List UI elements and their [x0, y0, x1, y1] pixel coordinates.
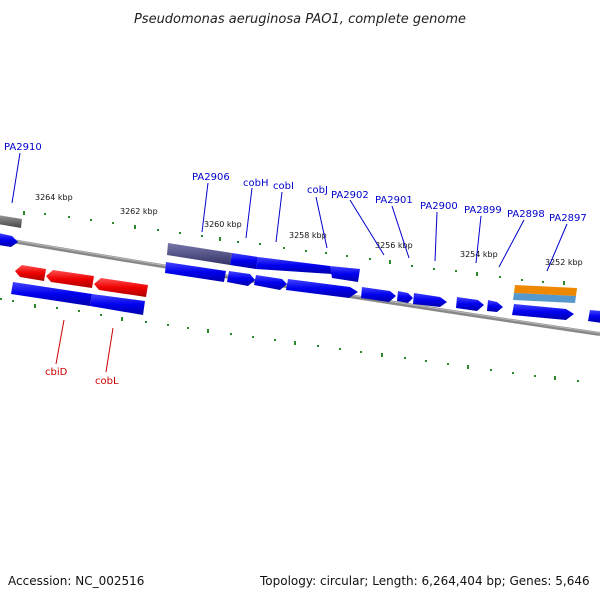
- scale-label: 3254 kbp: [460, 250, 498, 259]
- gene-arrow[interactable]: [361, 287, 396, 302]
- genome-summary-text: Topology: circular; Length: 6,264,404 bp…: [260, 574, 590, 588]
- scale-label: 3264 kbp: [35, 193, 73, 202]
- gene-label[interactable]: PA2900: [420, 201, 458, 212]
- gene-arrow[interactable]: [230, 253, 258, 269]
- gene-arrow-reverse[interactable]: [46, 270, 94, 288]
- reverse-gene-labels: cbiD cobL: [45, 319, 119, 387]
- gene-label[interactable]: cobH: [243, 178, 268, 189]
- gene-arrow[interactable]: [0, 215, 22, 228]
- gene-label[interactable]: PA2906: [192, 172, 230, 183]
- gene-label[interactable]: PA2902: [331, 190, 369, 201]
- gene-arrow[interactable]: [330, 266, 360, 282]
- scale-label: 3252 kbp: [545, 258, 583, 267]
- gene-label[interactable]: cbiD: [45, 367, 68, 378]
- outer-scale-ticks: [23, 211, 565, 285]
- scale-labels: 3264 kbp 3262 kbp 3260 kbp 3258 kbp 3256…: [35, 193, 583, 267]
- gene-arrow[interactable]: [11, 282, 92, 306]
- inner-scale-ticks: [0, 298, 579, 382]
- gene-arrow[interactable]: [286, 279, 358, 298]
- gene-arrow[interactable]: [90, 294, 145, 315]
- gene-arrow-reverse[interactable]: [15, 265, 46, 281]
- forward-gene-labels: PA2910 PA2906 cobH cobI cobJ PA2902 PA29…: [4, 142, 587, 272]
- reverse-strand-genes: [11, 265, 148, 315]
- gene-arrow[interactable]: [165, 262, 226, 282]
- gene-arrow-reverse[interactable]: [94, 278, 148, 297]
- gene-arrow[interactable]: [413, 293, 447, 307]
- gene-arrow[interactable]: [0, 233, 18, 247]
- forward-strand-genes: [0, 215, 600, 323]
- scale-label: 3256 kbp: [375, 241, 413, 250]
- gene-arrow[interactable]: [397, 291, 413, 303]
- gene-arrow[interactable]: [227, 271, 255, 286]
- gene-label[interactable]: PA2899: [464, 205, 502, 216]
- scale-label: 3262 kbp: [120, 207, 158, 216]
- gene-arrow[interactable]: [588, 310, 600, 323]
- gene-arrow[interactable]: [456, 297, 484, 311]
- gene-arrow[interactable]: [254, 275, 287, 290]
- gene-label[interactable]: cobI: [273, 181, 294, 192]
- map-title: Pseudomonas aeruginosa PAO1, complete ge…: [134, 12, 466, 27]
- gene-label[interactable]: PA2897: [549, 213, 587, 224]
- scale-label: 3260 kbp: [204, 220, 242, 229]
- gene-label[interactable]: PA2898: [507, 209, 545, 220]
- gene-arrow[interactable]: [167, 243, 232, 265]
- gene-label[interactable]: PA2901: [375, 195, 413, 206]
- gene-arrow[interactable]: [487, 300, 503, 312]
- accession-text: Accession: NC_002516: [8, 574, 145, 588]
- scale-label: 3258 kbp: [289, 231, 327, 240]
- gene-label[interactable]: PA2910: [4, 142, 42, 153]
- rrna-blue[interactable]: [513, 293, 576, 303]
- gene-label[interactable]: cobJ: [307, 185, 328, 196]
- rrna-orange[interactable]: [514, 285, 577, 296]
- gene-arrow[interactable]: [256, 257, 332, 274]
- gene-label[interactable]: cobL: [95, 376, 119, 387]
- gene-arrow[interactable]: [512, 304, 574, 320]
